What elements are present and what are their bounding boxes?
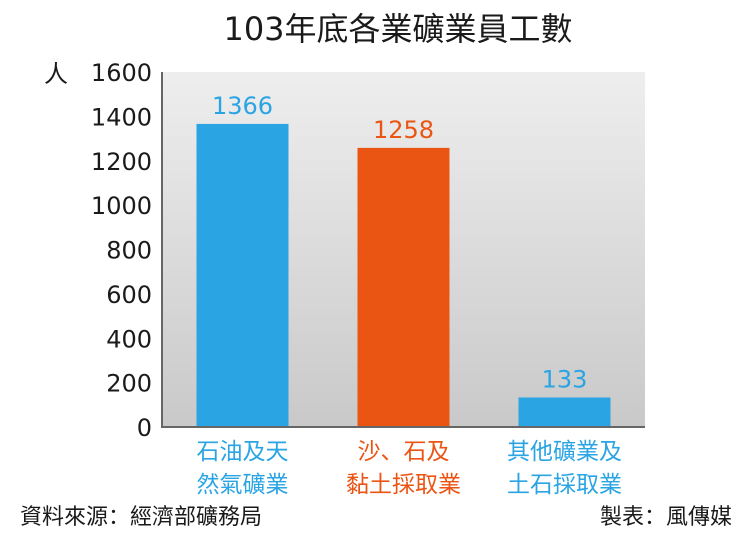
category-label-line: 沙、石及: [358, 439, 450, 465]
y-tick-label: 200: [106, 370, 152, 398]
credit-note: 製表：風傳媒: [600, 505, 732, 530]
bar-value-label: 1258: [373, 116, 434, 144]
y-tick-label: 800: [106, 237, 152, 265]
chart-title: 103年底各業礦業員工數: [223, 10, 572, 48]
y-tick-label: 1600: [91, 59, 152, 87]
category-label-line: 土石採取業: [507, 472, 622, 498]
y-tick-label: 1400: [91, 103, 152, 131]
bars: [196, 123, 611, 427]
y-tick-label: 1200: [91, 148, 152, 176]
category-label-line: 石油及天: [197, 439, 289, 465]
bar-value-label: 1366: [212, 92, 273, 120]
category-label-line: 然氣礦業: [197, 472, 289, 498]
y-tick-label: 0: [137, 414, 152, 442]
source-note: 資料來源：經濟部礦務局: [20, 505, 262, 530]
bar: [196, 123, 289, 427]
category-label-line: 黏土採取業: [346, 472, 461, 498]
value-labels: 1366 1258 133: [212, 92, 587, 394]
y-tick-label: 600: [106, 281, 152, 309]
y-axis-unit: 人: [44, 60, 68, 88]
category-label-line: 其他礦業及: [507, 439, 622, 465]
y-tick-label: 400: [106, 325, 152, 353]
bar: [518, 397, 611, 427]
bar: [357, 147, 450, 427]
bar-value-label: 133: [542, 365, 588, 393]
y-axis-ticks: 0 200 400 600 800 1000 1200 1400 1600: [91, 59, 152, 442]
y-tick-label: 1000: [91, 192, 152, 220]
